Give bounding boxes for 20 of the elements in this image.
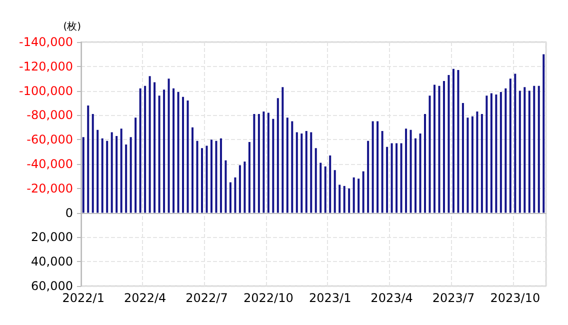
x-tick-label: 2023/10	[490, 291, 540, 305]
y-tick-label: -120,000	[19, 59, 73, 74]
y-tick-label: 40,000	[31, 254, 73, 269]
x-tick-label: 2022/10	[243, 291, 294, 305]
y-tick-label: -40,000	[26, 157, 73, 171]
y-tick-label: 0	[65, 206, 73, 220]
y-tick-label: -80,000	[26, 108, 73, 122]
x-tick-label: 2022/1	[62, 291, 104, 305]
y-tick-label: -20,000	[26, 181, 73, 196]
y-tick-label: -60,000	[26, 132, 73, 147]
x-tick-label: 2022/7	[186, 291, 228, 305]
x-tick-label: 2022/4	[124, 291, 166, 305]
y-axis-title: (枚)	[63, 20, 82, 32]
x-tick-label: 2023/4	[370, 291, 413, 305]
x-tick-label: 2023/1	[309, 291, 352, 305]
y-tick-label: 60,000	[31, 279, 73, 293]
y-tick-label: -100,000	[19, 84, 73, 98]
y-tick-label: -140,000	[19, 35, 73, 49]
x-tick-label: 2023/7	[432, 291, 475, 305]
y-tick-label: 20,000	[31, 230, 73, 244]
